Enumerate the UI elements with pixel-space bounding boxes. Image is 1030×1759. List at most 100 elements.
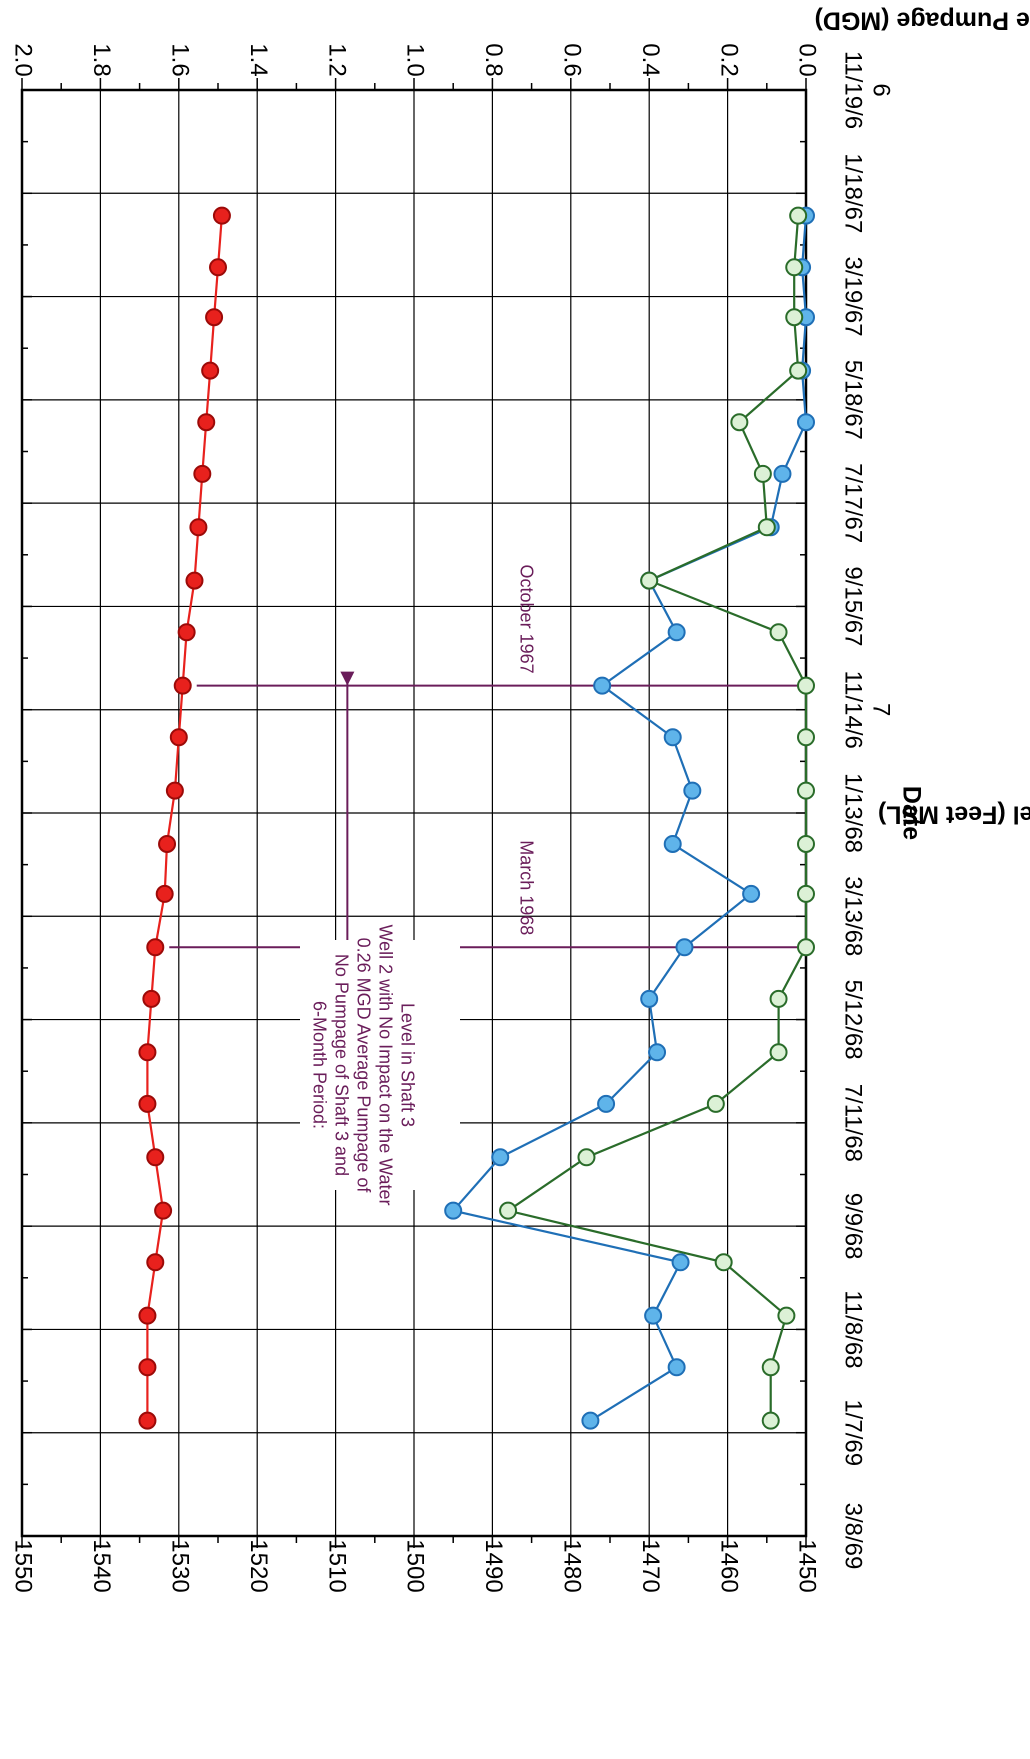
left-axis-tick-label: 1470: [637, 1539, 664, 1592]
series-point: [667, 623, 686, 642]
left-axis-tick-label: 1490: [480, 1539, 507, 1592]
series-point: [742, 884, 761, 903]
series-layer: [138, 206, 815, 1430]
series-point: [205, 308, 224, 327]
date-tick-label: 9/15/67: [840, 566, 867, 646]
right-axis-tick-label: 0.2: [715, 43, 742, 76]
series-point: [155, 884, 174, 903]
series-point: [138, 1094, 157, 1113]
series-point: [797, 938, 815, 957]
left-axis-tick-label: 1450: [794, 1539, 821, 1592]
left-axis-tick-label: 1480: [558, 1539, 585, 1592]
date-tick-label: 1/7/69: [840, 1399, 867, 1466]
right-axis-tick-label: 1.0: [402, 43, 429, 76]
series-point: [644, 1306, 663, 1325]
series-point: [761, 1358, 780, 1377]
series-point: [797, 413, 815, 432]
period-text-line: Level in Shaft 3: [397, 1003, 417, 1127]
left-axis-tick-label: 1530: [166, 1539, 193, 1592]
series-point: [499, 1201, 518, 1220]
right-axis-tick-label: 0.4: [637, 43, 664, 76]
axis-title-right: Monthly Average Pumpage (MGD): [815, 6, 1030, 34]
series-point: [777, 1306, 796, 1325]
series-point: [789, 206, 808, 225]
series-point: [773, 464, 792, 483]
date-tick-label: 3/19/67: [840, 257, 867, 337]
date-tick-label: 3/8/69: [840, 1503, 867, 1570]
series-point: [769, 989, 788, 1008]
right-axis-tick-label: 1.2: [323, 43, 350, 76]
left-axis-tick-label: 1550: [10, 1539, 37, 1592]
series-point: [757, 518, 776, 537]
series-point: [785, 308, 804, 327]
series-point: [593, 676, 612, 695]
date-tick-label: 11/8/68: [840, 1290, 867, 1368]
series-point: [169, 728, 188, 747]
series-point: [177, 623, 196, 642]
series-point: [581, 1411, 600, 1430]
series-point: [640, 571, 659, 590]
right-axis-ticks: 0.0 0.2 0.4 0.6 0.8 1.0 1.2 1.4 1.6 1.8 2.0: [10, 43, 821, 76]
plot-area: October 1967 March 1968 6-Month Period: No …: [20, 78, 815, 1548]
series-point: [197, 413, 216, 432]
series-point: [146, 1253, 165, 1272]
left-axis-tick-label: 1510: [323, 1539, 350, 1592]
left-axis-tick-label: 1460: [715, 1539, 742, 1592]
left-axis-tick-label: 1540: [88, 1539, 115, 1592]
series-point: [597, 1094, 616, 1113]
series-point: [663, 728, 682, 747]
series-line: [505, 215, 808, 1421]
period-text-line: Well 2 with No Impact on the Water: [375, 924, 395, 1205]
series-point: [193, 464, 212, 483]
series-point: [648, 1043, 667, 1062]
annotation-marker-label: October 1967: [516, 565, 536, 674]
series-point: [797, 884, 815, 903]
date-tick-label: 9/9/68: [840, 1193, 867, 1260]
series-point: [577, 1148, 596, 1167]
series-point: [785, 258, 804, 277]
series-point: [185, 571, 204, 590]
date-tick-label: 11/19/6: [840, 51, 867, 129]
series-point: [797, 834, 815, 853]
series-point: [663, 834, 682, 853]
right-axis-tick-label: 0.6: [558, 43, 585, 76]
series-point: [797, 728, 815, 747]
series-point: [146, 1148, 165, 1167]
series-point: [173, 676, 192, 695]
date-tick-label: 1/18/67: [840, 153, 867, 233]
series-point: [769, 623, 788, 642]
series-point: [671, 1253, 690, 1272]
series-point: [714, 1253, 733, 1272]
series-point: [138, 1411, 157, 1430]
left-axis-ticks: 1450 1460 1470 1480 1490 1500 1510 1520 1530 1540…: [10, 1539, 821, 1592]
period-text-line: 0.26 MGD Average Pumpage of: [353, 938, 373, 1194]
date-tick-label: 5/12/68: [840, 980, 867, 1060]
period-arrowhead-start: [340, 671, 355, 686]
series-point: [189, 518, 208, 537]
series-point: [444, 1201, 463, 1220]
period-text-backdrop: [300, 940, 460, 1190]
series-point: [212, 206, 231, 225]
right-axis-tick-label: 1.8: [88, 43, 115, 76]
date-tick-label: 3/13/68: [840, 876, 867, 956]
series-point: [761, 1411, 780, 1430]
period-text-line: No Pumpage of Shaft 3 and: [331, 954, 351, 1176]
annotations: October 1967 March 1968 6-Month Period: No …: [169, 565, 802, 1206]
series-point: [683, 781, 702, 800]
series-point: [640, 989, 659, 1008]
date-tick-label-continued: 6: [868, 83, 895, 96]
date-tick-label: 1/13/68: [840, 773, 867, 853]
axis-title-date: Date: [897, 786, 925, 840]
series-point: [138, 1306, 157, 1325]
date-tick-label: 7/11/68: [840, 1084, 867, 1162]
left-axis-tick-label: 1500: [402, 1539, 429, 1592]
period-text-line: 6-Month Period:: [309, 1001, 329, 1129]
date-axis-ticks: 11/19/6 6 1/18/67 3/19/67 5/18/67 7/17/67 9/15…: [840, 51, 895, 1570]
series-point: [158, 834, 177, 853]
series-point: [165, 781, 184, 800]
series-point: [789, 361, 808, 380]
right-axis-tick-label: 1.4: [245, 43, 272, 76]
series-point: [142, 989, 161, 1008]
